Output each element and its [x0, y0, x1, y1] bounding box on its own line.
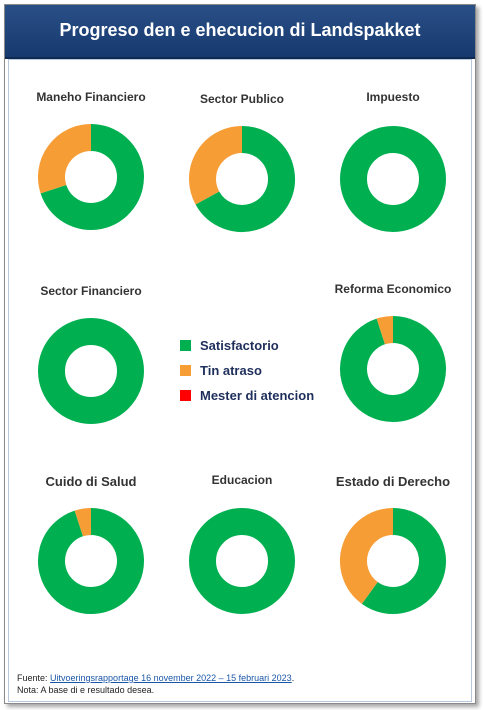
chart-title-impuesto: Impuesto: [366, 90, 420, 104]
donut-slice-satisfactorio: [38, 318, 144, 424]
donut-slice-satisfactorio: [189, 508, 295, 614]
chart-legend: Satisfactorio Tin atraso Mester di atenc…: [180, 333, 314, 408]
donut-slice-tin-atraso: [340, 508, 394, 604]
source-prefix: Fuente:: [17, 673, 51, 683]
chart-title-sector-financiero: Sector Financiero: [40, 284, 142, 298]
donut-chart-educacion: [189, 508, 295, 614]
donut-chart-sector-publico: [189, 126, 295, 232]
legend-label-satisfactorio: Satisfactorio: [200, 338, 279, 353]
donut-slice-satisfactorio: [195, 126, 295, 232]
chart-title-estado-di-derecho: Estado di Derecho: [335, 474, 451, 489]
legend-swatch-tin-atraso: [180, 365, 191, 376]
legend-item-mester-di-atencion: Mester di atencion: [180, 383, 314, 408]
legend-label-mester-di-atencion: Mester di atencion: [200, 388, 315, 403]
donut-slice-satisfactorio: [340, 316, 446, 422]
donut-slice-tin-atraso: [376, 316, 394, 345]
donut-chart-estado-di-derecho: [340, 508, 446, 614]
legend-item-tin-atraso: Tin atraso: [180, 358, 314, 383]
donut-chart-cuido-di-salud: [38, 508, 144, 614]
donut-chart-reforma-economico: [340, 316, 446, 422]
donut-chart-sector-financiero: [38, 318, 144, 424]
note-line: Nota: A base di e resultado desea.: [17, 685, 155, 695]
legend-swatch-mester-di-atencion: [180, 390, 191, 401]
chart-title-sector-publico: Sector Publico: [199, 92, 285, 106]
donut-slice-satisfactorio: [40, 124, 144, 230]
legend-item-satisfactorio: Satisfactorio: [180, 333, 314, 358]
donut-slice-tin-atraso: [189, 126, 243, 205]
legend-swatch-satisfactorio: [180, 340, 191, 351]
source-link[interactable]: Uitvoeringsrapportage 16 november 2022 –…: [50, 673, 292, 683]
chart-title-educacion: Educacion: [211, 473, 273, 487]
header-bar: Progreso den e ehecucion di Landspakket: [5, 5, 475, 59]
donut-slice-satisfactorio: [361, 508, 446, 614]
donut-slice-satisfactorio: [340, 126, 446, 232]
chart-title-reforma-economico: Reforma Economico: [334, 282, 452, 296]
footer: Fuente: Uitvoeringsrapportage 16 novembe…: [17, 672, 294, 696]
source-line: Fuente: Uitvoeringsrapportage 16 novembe…: [17, 672, 294, 684]
donut-slice-tin-atraso: [74, 508, 92, 537]
source-suffix: .: [291, 673, 295, 683]
legend-label-tin-atraso: Tin atraso: [200, 363, 262, 378]
page-title: Progreso den e ehecucion di Landspakket: [59, 20, 421, 40]
donut-chart-maneho-financiero: [38, 124, 144, 230]
donut-chart-impuesto: [340, 126, 446, 232]
donut-slice-satisfactorio: [38, 508, 144, 614]
chart-panel: [8, 59, 472, 702]
chart-title-cuido-di-salud: Cuido di Salud: [45, 474, 137, 489]
chart-title-maneho-financiero: Maneho Financiero: [36, 90, 146, 104]
donut-slice-tin-atraso: [38, 124, 92, 194]
